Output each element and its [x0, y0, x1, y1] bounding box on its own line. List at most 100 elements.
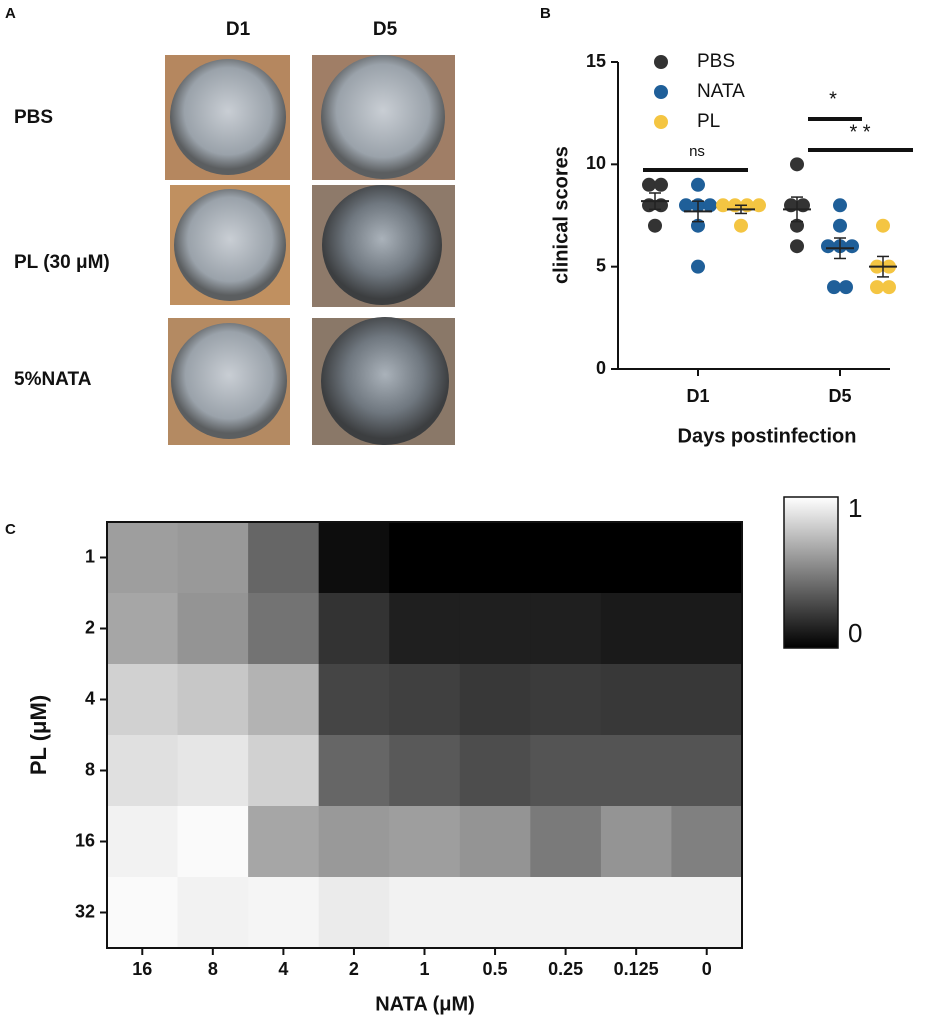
heatmap-cell	[177, 664, 249, 736]
heatmap-cell	[248, 806, 320, 878]
heatmap-cell	[600, 735, 672, 807]
heatmap-cell	[671, 735, 743, 807]
heatmap-cell	[600, 593, 672, 665]
panel-label: B	[540, 5, 551, 22]
data-point	[821, 239, 835, 254]
y-tick-label: 5	[596, 255, 606, 275]
data-point	[654, 177, 668, 192]
heatmap-cell	[107, 664, 179, 736]
heatmap-cell	[389, 664, 461, 736]
y-axis-label: PL (μM)	[26, 695, 51, 775]
heatmap-cell	[530, 735, 602, 807]
heatmap-cell	[530, 664, 602, 736]
heatmap-cell	[600, 806, 672, 878]
heatmap-cell	[177, 522, 249, 594]
photo-column: D5	[373, 19, 398, 40]
x-tick-label: 1	[419, 959, 429, 979]
heatmap-cell	[530, 806, 602, 878]
data-point	[790, 157, 804, 172]
x-tick-label: 8	[208, 959, 218, 979]
legend-label: NATA	[697, 81, 745, 102]
heatmap-cell	[671, 522, 743, 594]
data-point	[790, 239, 804, 254]
data-point	[716, 198, 730, 213]
x-tick-label: 2	[349, 959, 359, 979]
heatmap-cell	[671, 664, 743, 736]
data-point	[691, 259, 705, 274]
heatmap-cell	[248, 593, 320, 665]
heatmap-cell	[459, 806, 531, 878]
heatmap-cell	[389, 806, 461, 878]
heatmap-cell	[389, 593, 461, 665]
heatmap-cell	[107, 877, 179, 949]
y-tick-label: 1	[85, 546, 95, 566]
heatmap-cell	[318, 664, 390, 736]
data-point	[845, 239, 859, 254]
heatmap-cell	[107, 806, 179, 878]
significance-label: * *	[849, 121, 870, 143]
x-tick-label: 4	[278, 959, 288, 979]
data-point	[870, 280, 884, 295]
y-tick-label: 2	[85, 617, 95, 637]
x-axis-label: Days postinfection	[678, 425, 857, 447]
heatmap-cell	[389, 735, 461, 807]
x-tick-label: 0.125	[614, 959, 659, 979]
heatmap-cell	[318, 877, 390, 949]
legend-label: PBS	[697, 51, 735, 72]
heatmap-cell	[600, 664, 672, 736]
heatmap-cell	[318, 593, 390, 665]
data-point	[648, 218, 662, 233]
data-point	[734, 218, 748, 233]
heatmap-cell	[459, 735, 531, 807]
heatmap-cell	[107, 593, 179, 665]
x-tick-label: 0	[702, 959, 712, 979]
photo-row: PBS	[14, 107, 53, 128]
x-axis-label: NATA (μM)	[375, 993, 475, 1015]
panel-label: A	[5, 5, 16, 22]
x-tick-label: 0.5	[483, 959, 508, 979]
heatmap-cell	[389, 877, 461, 949]
data-point	[642, 177, 656, 192]
x-tick-label: 16	[132, 959, 152, 979]
data-point	[876, 218, 890, 233]
y-axis-label: clinical scores	[550, 146, 572, 284]
heatmap-cell	[177, 806, 249, 878]
y-tick-label: 0	[596, 358, 606, 378]
photos	[165, 55, 455, 445]
heatmap-cell	[459, 522, 531, 594]
heatmap-cell	[389, 522, 461, 594]
heatmap-cell	[177, 735, 249, 807]
y-tick-label: 10	[586, 153, 606, 173]
colorbar	[783, 496, 839, 649]
colorbar-tick-label: 1	[848, 493, 862, 523]
photo-row: 5%NATA	[14, 369, 92, 390]
heatmap-cell	[318, 806, 390, 878]
y-tick-label: 8	[85, 759, 95, 779]
data-point	[703, 198, 717, 213]
heatmap-cell	[600, 877, 672, 949]
colorbar-tick-label: 0	[848, 618, 862, 648]
heatmap-cell	[248, 735, 320, 807]
heatmap-cell	[459, 664, 531, 736]
heatmap-cell	[318, 735, 390, 807]
data-point	[882, 280, 896, 295]
heatmap-cell	[248, 522, 320, 594]
y-tick-label: 16	[75, 830, 95, 850]
heatmap-cell	[530, 522, 602, 594]
heatmap-cell	[459, 593, 531, 665]
panel-label: C	[5, 521, 16, 538]
heatmap-cell	[530, 593, 602, 665]
data-point	[827, 280, 841, 295]
y-tick-label: 32	[75, 901, 95, 921]
heatmap-cell	[671, 877, 743, 949]
legend-label: PL	[697, 111, 720, 132]
photo-column: D1	[226, 19, 251, 40]
significance-label: *	[829, 88, 837, 110]
heatmap-cell	[177, 877, 249, 949]
x-tick-label: 0.25	[548, 959, 583, 979]
heatmap-cell	[671, 806, 743, 878]
x-tick-label: D5	[828, 386, 851, 406]
data-point	[833, 218, 847, 233]
y-tick-label: 15	[586, 51, 606, 71]
